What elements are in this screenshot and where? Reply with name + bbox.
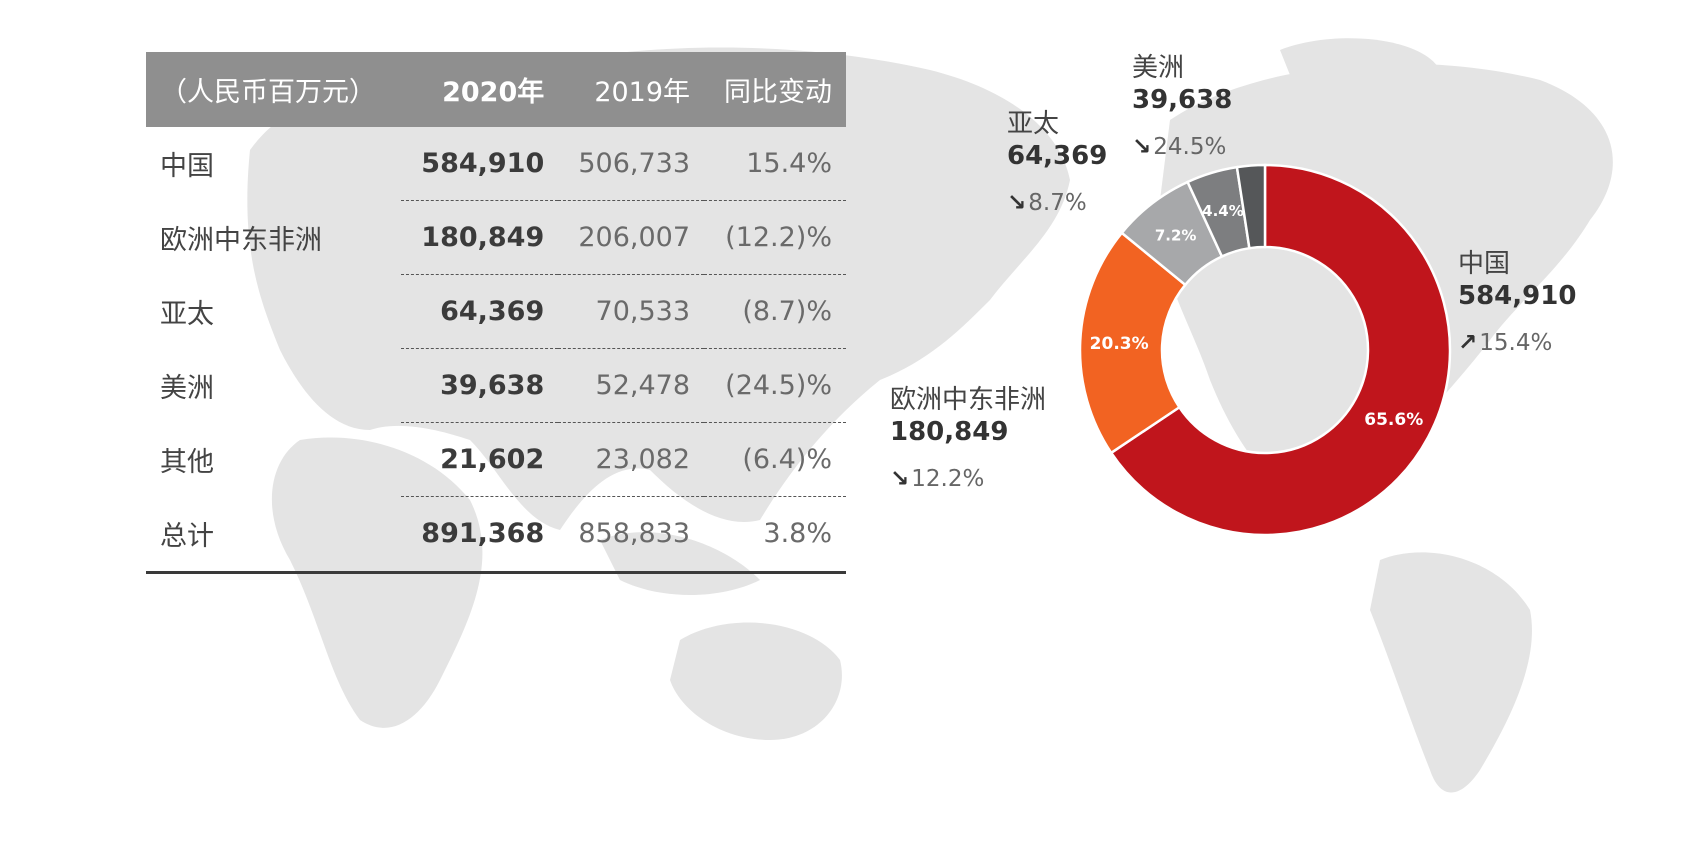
value-2019: 70,533 (558, 274, 705, 349)
callout-change-value: 8.7% (1028, 190, 1087, 216)
callout-value: 584,910 (1458, 281, 1577, 311)
arrow-down-icon: ↘ (1007, 190, 1027, 216)
map-australia (670, 622, 842, 740)
callout-name: 美洲 (1132, 53, 1185, 83)
region-label: 美洲 (160, 373, 214, 404)
callout-value: 39,638 (1132, 85, 1233, 115)
callout-change-value: 12.2% (911, 466, 985, 492)
region-label: 其他 (160, 447, 214, 478)
region-label: 总计 (160, 520, 214, 552)
slice-label: 20.3% (1090, 334, 1149, 354)
value-change: (12.2)% (704, 200, 846, 275)
callout-change: ↘8.7% (1007, 188, 1107, 218)
header-2020: 2020年 (400, 52, 559, 127)
callout-change: ↘24.5% (1132, 132, 1232, 162)
region-label: 欧洲中东非洲 (160, 225, 322, 256)
callout-change: ↘12.2% (890, 464, 1046, 494)
map-se-asia (600, 532, 760, 595)
table-bottom-rule (146, 571, 846, 574)
map-africa (271, 437, 483, 728)
slice-other (1235, 163, 1267, 250)
callout-value: 64,369 (1007, 141, 1108, 171)
callout-name: 亚太 (1007, 109, 1060, 139)
table-row-total: 总计 891,368 858,833 3.8% (146, 497, 846, 571)
header-2019: 2019年 (558, 52, 705, 127)
callout-change-value: 24.5% (1153, 134, 1227, 160)
table-row: 美洲 39,638 52,478 (24.5)% (146, 348, 846, 423)
callout-name: 中国 (1458, 249, 1511, 279)
value-2020: 180,849 (400, 200, 559, 275)
header-change: 同比变动 (704, 52, 846, 127)
revenue-by-region-table: （人民币百万元） 2020年 2019年 同比变动 中国 584,910 506… (146, 52, 846, 570)
slice-emea (1078, 231, 1188, 455)
callout-name: 欧洲中东非洲 (890, 385, 1047, 415)
header-unit: （人民币百万元） (146, 52, 401, 127)
slice-label: 4.4% (1202, 202, 1244, 220)
value-2020: 584,910 (400, 127, 559, 201)
callout-value: 180,849 (890, 417, 1009, 447)
callout-change: ↗15.4% (1458, 328, 1576, 358)
value-2019: 52,478 (558, 348, 705, 423)
table-row: 中国 584,910 506,733 15.4% (146, 127, 846, 201)
slice-china (1109, 163, 1452, 537)
table-row: 欧洲中东非洲 180,849 206,007 (12.2)% (146, 200, 846, 275)
value-2020: 21,602 (400, 422, 559, 497)
slice-label: 65.6% (1364, 410, 1423, 430)
value-2019: 206,007 (558, 200, 705, 275)
arrow-up-icon: ↗ (1458, 330, 1478, 356)
value-change: (6.4)% (704, 422, 846, 497)
value-change: (8.7)% (704, 274, 846, 349)
region-label: 中国 (160, 151, 214, 183)
callout-change-value: 15.4% (1479, 330, 1553, 356)
value-2019: 506,733 (558, 127, 705, 201)
callout-china: 中国 584,910 ↗15.4% (1458, 248, 1576, 358)
value-2019: 23,082 (558, 422, 705, 497)
value-2020: 891,368 (421, 518, 545, 549)
value-change: (24.5)% (704, 348, 846, 423)
table-row: 其他 21,602 23,082 (6.4)% (146, 422, 846, 497)
callout-apac: 亚太 64,369 ↘8.7% (1007, 108, 1107, 218)
table-header-row: （人民币百万元） 2020年 2019年 同比变动 (146, 52, 846, 127)
region-label: 亚太 (160, 299, 214, 330)
map-south-america (1370, 552, 1532, 793)
callout-americas: 美洲 39,638 ↘24.5% (1132, 52, 1232, 162)
value-change: 15.4% (704, 127, 846, 201)
arrow-down-icon: ↘ (1132, 134, 1152, 160)
arrow-down-icon: ↘ (890, 466, 910, 492)
value-2020: 64,369 (400, 274, 559, 349)
callout-emea: 欧洲中东非洲 180,849 ↘12.2% (890, 384, 1046, 494)
slice-label: 7.2% (1155, 227, 1197, 245)
value-change: 3.8% (763, 518, 832, 549)
map-greenland (1280, 38, 1440, 110)
value-2019: 858,833 (578, 518, 691, 549)
table-row: 亚太 64,369 70,533 (8.7)% (146, 274, 846, 349)
value-2020: 39,638 (400, 348, 559, 423)
